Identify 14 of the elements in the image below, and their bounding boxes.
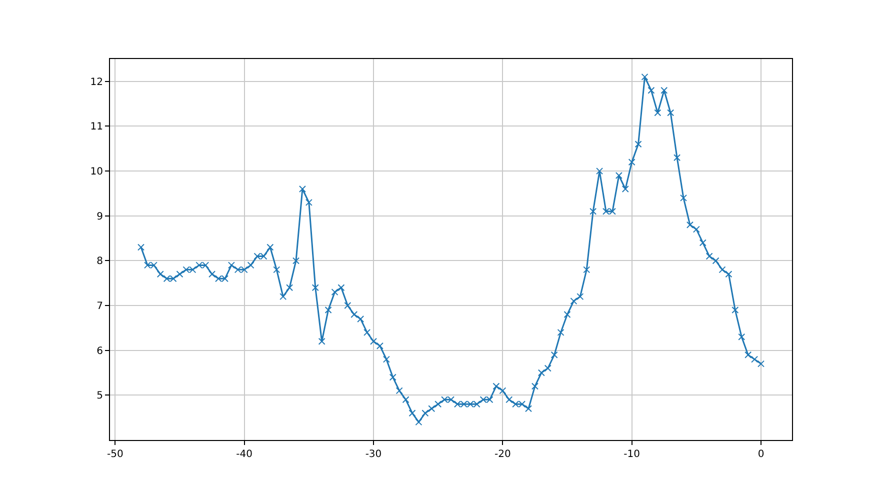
x-tick-label: 0 <box>758 449 764 460</box>
y-tick-label: 7 <box>96 301 103 312</box>
y-tick-label: 11 <box>90 122 103 133</box>
y-tick-label: 9 <box>96 211 103 222</box>
y-tick-label: 8 <box>96 256 103 268</box>
y-tick-label: 5 <box>96 390 103 402</box>
y-tick-label: 10 <box>90 166 103 178</box>
x-tick-label: -20 <box>494 449 511 460</box>
x-tick-label: -40 <box>236 449 252 460</box>
y-tick-label: 6 <box>96 346 103 357</box>
x-tick-label: -50 <box>107 449 124 460</box>
x-tick-label: -10 <box>624 449 640 460</box>
x-tick-label: -30 <box>365 449 382 460</box>
y-tick-label: 12 <box>90 76 103 88</box>
